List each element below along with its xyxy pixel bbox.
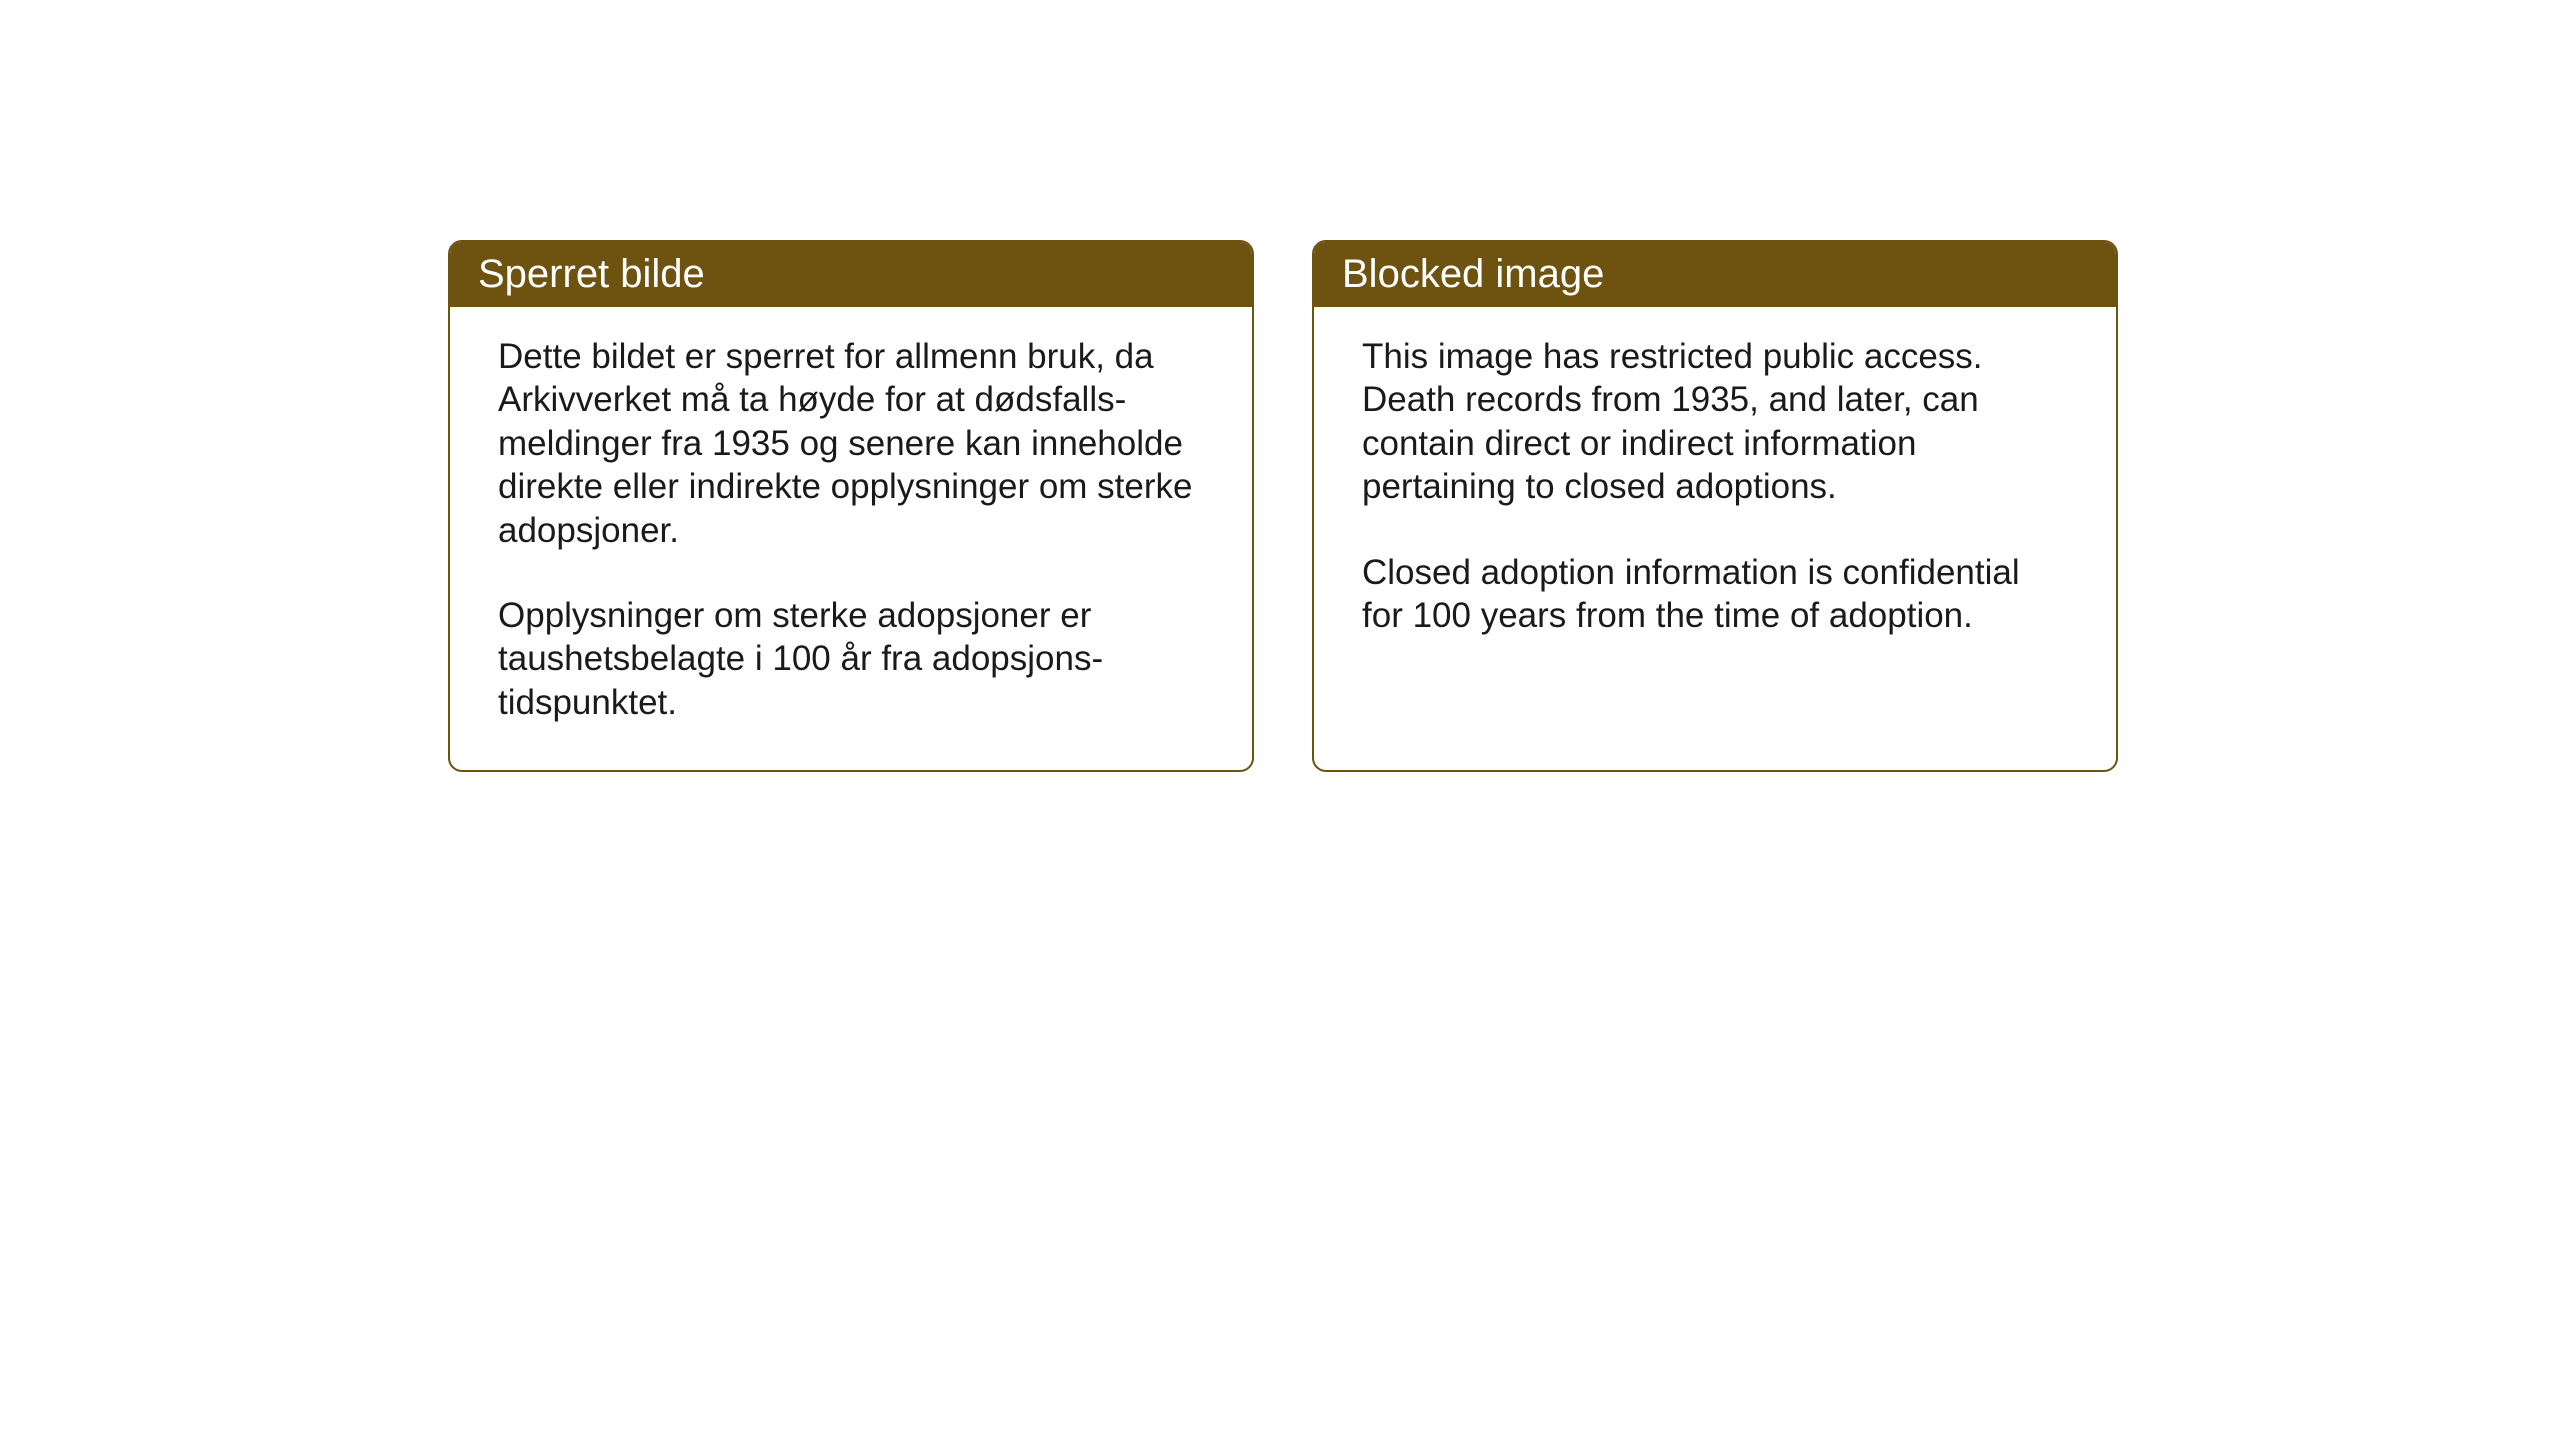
- card-header-norwegian: Sperret bilde: [450, 242, 1252, 307]
- card-paragraph-1: Dette bildet er sperret for allmenn bruk…: [498, 335, 1204, 552]
- card-english: Blocked image This image has restricted …: [1312, 240, 2118, 772]
- card-title: Sperret bilde: [478, 252, 705, 296]
- card-body-english: This image has restricted public access.…: [1314, 307, 2116, 683]
- card-norwegian: Sperret bilde Dette bildet er sperret fo…: [448, 240, 1254, 772]
- card-title: Blocked image: [1342, 252, 1604, 296]
- card-paragraph-2: Opplysninger om sterke adopsjoner er tau…: [498, 594, 1204, 724]
- card-body-norwegian: Dette bildet er sperret for allmenn bruk…: [450, 307, 1252, 770]
- card-paragraph-2: Closed adoption information is confident…: [1362, 551, 2068, 638]
- card-header-english: Blocked image: [1314, 242, 2116, 307]
- card-paragraph-1: This image has restricted public access.…: [1362, 335, 2068, 509]
- cards-container: Sperret bilde Dette bildet er sperret fo…: [448, 240, 2118, 772]
